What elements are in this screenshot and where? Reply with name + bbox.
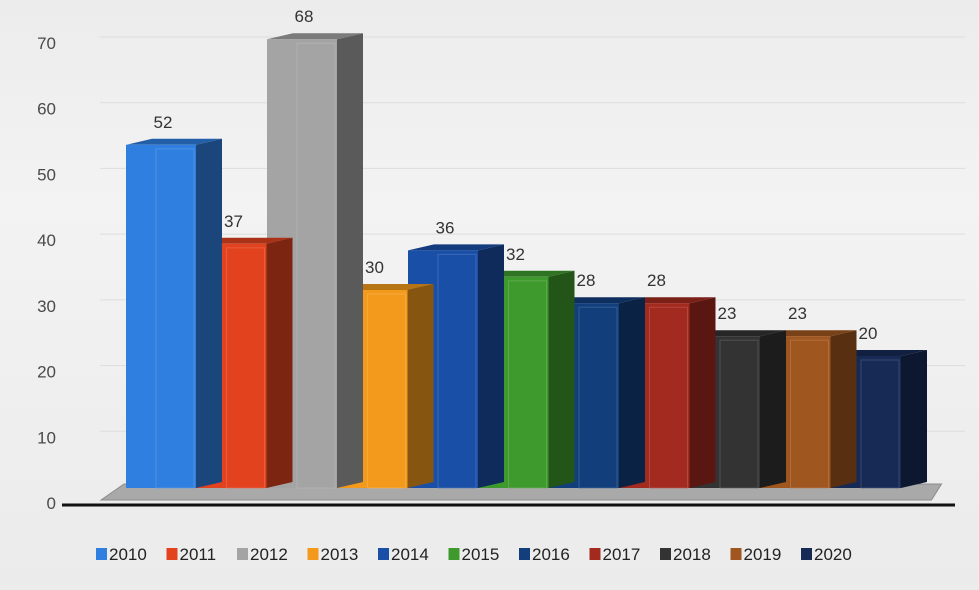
- legend-item-2010: 2010: [96, 545, 147, 564]
- bar-side: [548, 270, 575, 488]
- legend-item-2013: 2013: [307, 545, 359, 564]
- y-tick-label: 50: [37, 165, 56, 184]
- data-label: 36: [436, 218, 455, 237]
- bar-highlight: [508, 280, 547, 489]
- legend-item-2017: 2017: [589, 545, 641, 564]
- bars: [126, 33, 927, 489]
- data-label: 23: [788, 304, 807, 323]
- legend-label: 2018: [673, 545, 711, 564]
- y-axis-tick-labels: 0 10 20 30 40 50 60 70: [37, 34, 56, 513]
- legend-label: 2017: [603, 545, 641, 564]
- legend-swatch: [589, 548, 601, 560]
- y-tick-label: 40: [37, 231, 56, 250]
- y-tick-label: 10: [37, 428, 56, 447]
- legend-swatch: [166, 548, 178, 560]
- bar-highlight: [719, 339, 759, 489]
- bar-side: [901, 350, 927, 488]
- bar-side: [478, 244, 504, 488]
- legend: 2010 2011 2012 2013 2014 2015 2016 2017 2018 2019…: [96, 545, 852, 564]
- legend-swatch: [660, 548, 671, 560]
- data-label: 28: [577, 271, 596, 290]
- bar-side: [830, 330, 857, 488]
- bar-2012: [267, 33, 363, 489]
- legend-swatch: [730, 548, 742, 560]
- bar-side: [619, 297, 645, 488]
- bar-highlight: [155, 148, 195, 489]
- legend-label: 2020: [814, 545, 852, 564]
- bar-top: [267, 33, 363, 40]
- data-label: 37: [224, 212, 243, 231]
- y-tick-label: 60: [37, 100, 56, 119]
- legend-label: 2014: [391, 545, 429, 564]
- legend-swatch: [519, 548, 530, 560]
- legend-label: 2010: [109, 545, 147, 564]
- data-label: 52: [154, 113, 173, 132]
- legend-item-2018: 2018: [660, 545, 711, 564]
- bar-top: [408, 244, 504, 251]
- bar-highlight: [649, 306, 688, 489]
- bar-highlight: [790, 339, 829, 489]
- legend-swatch: [448, 548, 460, 560]
- bar-side: [407, 284, 434, 488]
- bar-side: [689, 297, 716, 488]
- bar-side: [196, 138, 222, 489]
- data-label: 30: [365, 258, 384, 277]
- legend-item-2015: 2015: [448, 545, 500, 564]
- legend-swatch: [801, 548, 812, 560]
- bar-highlight: [296, 42, 336, 489]
- bar-side: [760, 330, 786, 488]
- y-tick-label: 70: [37, 34, 56, 53]
- data-label: 23: [718, 304, 737, 323]
- legend-item-2012: 2012: [237, 545, 288, 564]
- bar-front: [126, 144, 196, 489]
- bar-highlight: [367, 293, 406, 489]
- legend-label: 2013: [321, 545, 359, 564]
- data-label: 20: [859, 324, 878, 343]
- legend-label: 2016: [532, 545, 570, 564]
- legend-label: 2019: [744, 545, 782, 564]
- bar-2010: [126, 138, 222, 489]
- data-label: 32: [506, 245, 525, 264]
- legend-item-2016: 2016: [519, 545, 570, 564]
- legend-label: 2015: [462, 545, 500, 564]
- bar-side: [337, 33, 363, 488]
- legend-swatch: [237, 548, 248, 560]
- legend-swatch: [96, 548, 107, 560]
- legend-item-2019: 2019: [730, 545, 782, 564]
- y-tick-label: 20: [37, 363, 56, 382]
- bar-highlight: [860, 359, 900, 489]
- legend-label: 2011: [180, 545, 217, 564]
- y-tick-label: 30: [37, 297, 56, 316]
- legend-swatch: [378, 548, 389, 560]
- bar-highlight: [578, 306, 618, 489]
- legend-swatch: [307, 548, 319, 560]
- bar-top: [126, 138, 222, 145]
- y-tick-label: 0: [47, 494, 56, 513]
- data-labels: 20 23 23 28 28 32 36 30 68 37 52: [154, 7, 878, 343]
- legend-item-2014: 2014: [378, 545, 429, 564]
- bar-highlight: [437, 253, 477, 489]
- bar-highlight: [226, 247, 265, 489]
- legend-item-2011: 2011: [166, 545, 217, 564]
- bar-side: [266, 237, 293, 488]
- data-label: 28: [647, 271, 666, 290]
- legend-item-2020: 2020: [801, 545, 852, 564]
- legend-label: 2012: [250, 545, 288, 564]
- data-label: 68: [295, 7, 314, 26]
